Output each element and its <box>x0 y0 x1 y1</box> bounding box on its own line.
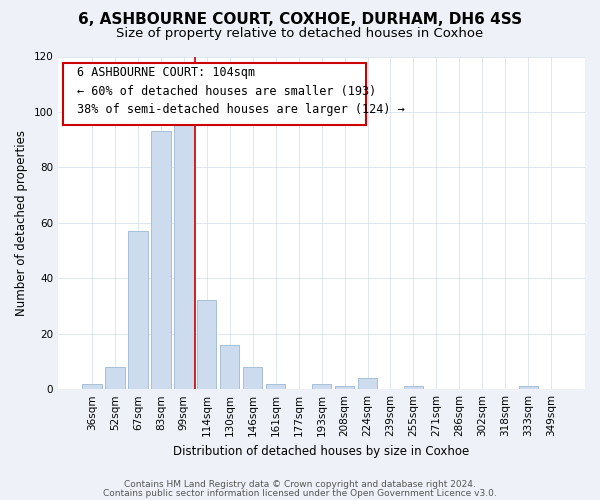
Bar <box>335 386 355 389</box>
Bar <box>243 367 262 389</box>
Bar <box>518 386 538 389</box>
Bar <box>82 384 101 389</box>
Y-axis label: Number of detached properties: Number of detached properties <box>15 130 28 316</box>
Bar <box>220 345 239 389</box>
Bar <box>404 386 423 389</box>
X-axis label: Distribution of detached houses by size in Coxhoe: Distribution of detached houses by size … <box>173 444 470 458</box>
Bar <box>197 300 217 389</box>
Bar <box>105 367 125 389</box>
Text: Size of property relative to detached houses in Coxhoe: Size of property relative to detached ho… <box>116 28 484 40</box>
Bar <box>266 384 286 389</box>
Bar <box>128 231 148 389</box>
Text: Contains HM Land Registry data © Crown copyright and database right 2024.: Contains HM Land Registry data © Crown c… <box>124 480 476 489</box>
Text: 6, ASHBOURNE COURT, COXHOE, DURHAM, DH6 4SS: 6, ASHBOURNE COURT, COXHOE, DURHAM, DH6 … <box>78 12 522 28</box>
FancyBboxPatch shape <box>64 63 367 124</box>
Bar <box>174 123 194 389</box>
Text: 6 ASHBOURNE COURT: 104sqm
← 60% of detached houses are smaller (193)
38% of semi: 6 ASHBOURNE COURT: 104sqm ← 60% of detac… <box>77 66 404 116</box>
Bar <box>358 378 377 389</box>
Bar <box>312 384 331 389</box>
Text: Contains public sector information licensed under the Open Government Licence v3: Contains public sector information licen… <box>103 489 497 498</box>
Bar <box>151 132 170 389</box>
